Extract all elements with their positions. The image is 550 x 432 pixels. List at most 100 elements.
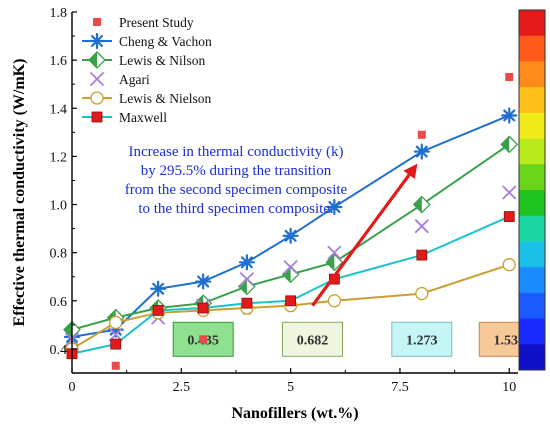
value-box-label: 1.533: [494, 333, 526, 348]
data-point: [415, 286, 429, 301]
data-point: [416, 249, 428, 261]
data-point: [152, 305, 164, 316]
x-tick-label: 7.5: [391, 380, 409, 395]
annotation-layer: Increase in thermal conductivity (k) by 2…: [125, 144, 418, 307]
y-tick-label: 1.2: [50, 150, 68, 165]
data-point: [108, 327, 123, 342]
data-point: [282, 227, 299, 244]
legend-label: Agari: [119, 72, 150, 87]
colorbar-segment: [519, 87, 545, 114]
value-box-label: 1.273: [406, 333, 438, 348]
data-point: [90, 72, 104, 86]
data-point: [417, 130, 426, 139]
data-point: [413, 143, 430, 160]
value-box-rect: [391, 321, 453, 357]
data-point: [110, 338, 122, 350]
data-point: [150, 280, 167, 297]
axes: 0.4 0.6 0.8 1.0 1.2 1.4 1.6 1.8 0 2.5 5 7.5 10 Nanofi…: [11, 6, 518, 422]
colorbar: [518, 9, 546, 371]
data-point: [238, 254, 256, 271]
data-point: [326, 198, 343, 216]
colorbar-segment: [519, 61, 545, 88]
legend-item: Agari: [90, 72, 150, 87]
colorbar-segment: [519, 344, 545, 371]
colorbar-segment: [519, 190, 545, 217]
legend-label: Lewis & Nilson: [119, 53, 205, 68]
y-axis-title: Effective thermal conductivity (W/mK): [11, 59, 28, 327]
colorbar-segment: [519, 138, 545, 165]
x-axis-title: Nanofillers (wt.%): [231, 405, 358, 422]
colorbar-segment: [519, 215, 545, 242]
data-point: [88, 32, 106, 50]
data-point: [93, 18, 101, 26]
y-tick-label: 0.6: [50, 295, 68, 310]
data-point: [500, 135, 519, 154]
y-tick-label: 1.6: [50, 54, 68, 69]
value-box: 1.273: [391, 321, 453, 357]
legend-item: Maxwell: [82, 110, 167, 125]
data-point: [501, 107, 518, 124]
legend-item: Cheng & Vachon: [82, 32, 212, 50]
x-tick-label: 2.5: [173, 380, 191, 395]
series-maxwell: [66, 211, 515, 360]
data-point: [88, 51, 106, 69]
y-tick-label: 1.0: [50, 199, 68, 214]
data-point: [414, 219, 429, 234]
data-point: [109, 315, 123, 330]
legend-item: Present Study: [93, 15, 194, 30]
y-tick-label: 1.4: [50, 102, 68, 117]
y-tick-label: 1.8: [50, 6, 68, 21]
legend-item: Lewis & Nilson: [82, 51, 205, 69]
data-point: [111, 361, 120, 370]
legend-label: Cheng & Vachon: [119, 34, 212, 49]
data-point: [241, 297, 253, 309]
legend-label: Lewis & Nielson: [119, 91, 211, 106]
value-box-label: 0.682: [297, 333, 329, 348]
data-point: [199, 335, 208, 344]
x-tick-label: 10: [502, 380, 516, 395]
y-tick-label: 0.4: [50, 343, 68, 358]
arrow-head: [403, 163, 418, 180]
colorbar-segment: [519, 35, 545, 62]
data-point: [502, 185, 517, 200]
annotation-line: Increase in thermal conductivity (k): [129, 144, 344, 160]
data-point: [327, 294, 342, 308]
colorbar-segment: [519, 164, 545, 191]
data-point: [327, 245, 342, 260]
data-point: [505, 72, 514, 81]
data-point: [325, 253, 344, 272]
colorbar-segment: [519, 318, 545, 345]
data-point: [195, 273, 212, 290]
data-point: [283, 260, 298, 275]
data-point: [502, 258, 516, 272]
data-point: [90, 91, 104, 105]
series-layer: [63, 72, 519, 370]
arrow-shaft: [311, 173, 411, 307]
value-box: 0.682: [281, 321, 343, 357]
annotation-line: from the second specimen composite: [125, 182, 348, 198]
value-box-rect: [281, 321, 343, 357]
trend-arrow: [311, 163, 418, 307]
colorbar-frame: [518, 9, 546, 371]
colorbar-segment: [519, 267, 545, 294]
data-point: [240, 272, 254, 287]
annotation-line: to the third specimen composite.: [138, 201, 333, 217]
colorbar-segment: [519, 241, 545, 268]
colorbar-segment: [519, 112, 545, 140]
plot-area: [72, 12, 518, 373]
data-point: [503, 211, 515, 222]
x-tick-label: 0: [69, 380, 76, 395]
legend-label: Maxwell: [119, 110, 167, 125]
colorbar-segment: [519, 10, 545, 37]
plot-background: [72, 12, 518, 373]
data-point: [197, 302, 209, 314]
legend-label: Present Study: [119, 15, 194, 30]
x-tick-label: 5: [287, 380, 294, 395]
legend-item: Lewis & Nielson: [82, 91, 211, 106]
legend: Present Study Cheng & Vachon Lewis & Nilso…: [82, 15, 212, 125]
y-tick-label: 0.8: [50, 247, 68, 262]
colorbar-segment: [519, 292, 545, 320]
